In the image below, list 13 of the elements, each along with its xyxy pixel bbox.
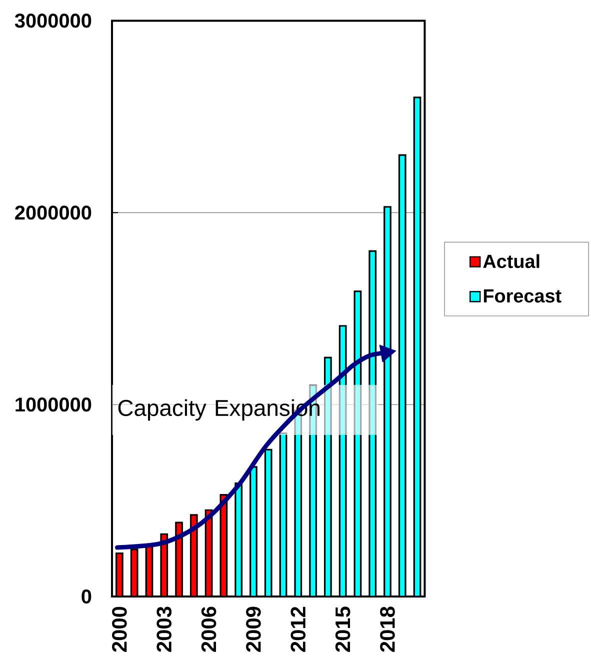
legend-label: Actual	[483, 254, 540, 268]
x-tick-label: 2012	[290, 606, 306, 652]
x-tick-label: 2015	[335, 606, 350, 652]
y-tick-label: 2000000	[15, 206, 92, 220]
x-tick-label: 2018	[380, 606, 395, 652]
y-tick-label: 0	[82, 589, 92, 604]
legend-label: Forecast	[484, 289, 562, 303]
x-tick-label: 2000	[112, 606, 127, 652]
x-tick-label: 2009	[246, 606, 261, 652]
y-tick-label: 3000000	[14, 14, 92, 28]
y-tick-label: 1000000	[16, 398, 92, 412]
x-tick-label: 2006	[201, 606, 216, 652]
x-tick-label: 2003	[156, 606, 172, 652]
